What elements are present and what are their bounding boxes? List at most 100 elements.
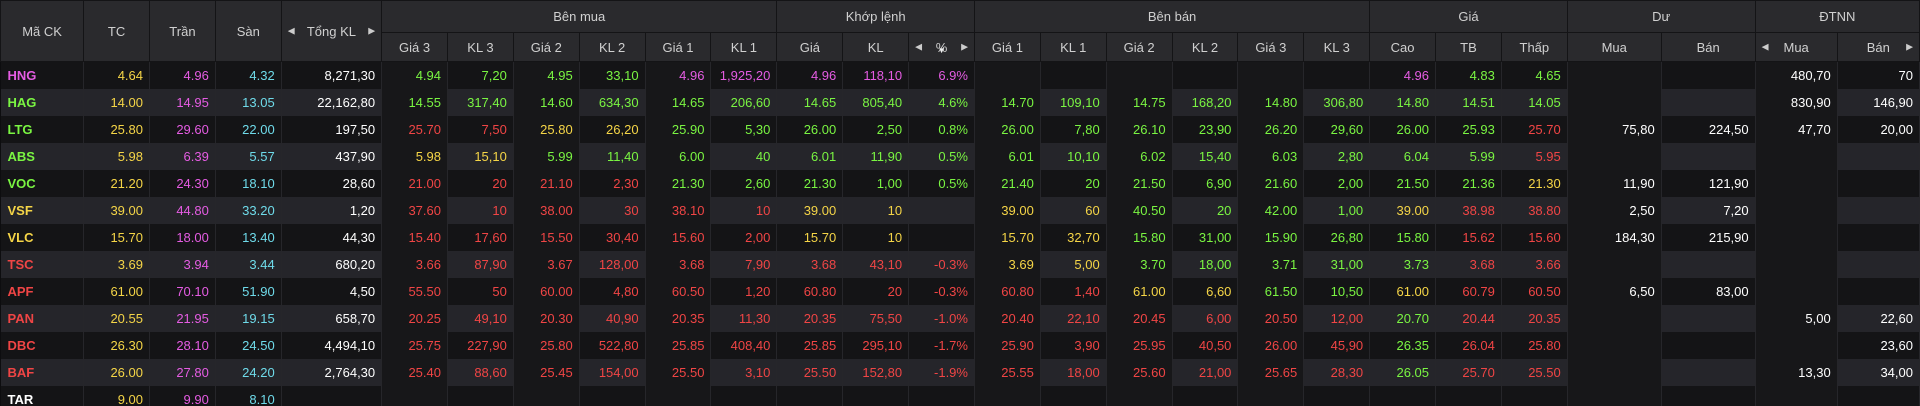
cell-match-price: 4.96 bbox=[776, 61, 844, 89]
col-header-ceiling[interactable]: Trần bbox=[149, 0, 216, 62]
col-header-total-volume[interactable]: ◀ Tổng KL ▶ bbox=[280, 0, 383, 62]
cell-symbol[interactable]: TAR bbox=[0, 385, 85, 406]
cell-ceiling: 29.60 bbox=[149, 115, 216, 143]
col-header-ref[interactable]: TC bbox=[83, 0, 150, 62]
cell-foreign-buy bbox=[1755, 223, 1838, 251]
cell-ref: 3.69 bbox=[83, 250, 150, 278]
table-row[interactable]: TAR 9.00 9.90 8.10 bbox=[0, 385, 1920, 406]
col-header-buy-vol-3[interactable]: KL 3 bbox=[447, 32, 514, 62]
foreign-left-icon[interactable]: ◀ bbox=[1761, 41, 1769, 52]
table-row[interactable]: ABS 5.98 6.39 5.57 437,90 5.98 15,10 5.99 11,40 6… bbox=[0, 142, 1920, 170]
cell-match-change: -1.0% bbox=[908, 304, 975, 332]
cell-low: 60.50 bbox=[1501, 277, 1568, 305]
cell-sell-vol-3: 26,80 bbox=[1303, 223, 1371, 251]
cell-buy-vol-1: 1,925,20 bbox=[710, 61, 778, 89]
cell-match-vol: 152,80 bbox=[842, 358, 910, 386]
cell-buy-vol-2: 11,40 bbox=[579, 142, 646, 170]
col-header-average[interactable]: TB bbox=[1435, 32, 1502, 62]
col-header-total-volume-label: Tổng KL bbox=[306, 23, 356, 39]
col-header-sell-price-2[interactable]: Giá 2 bbox=[1105, 32, 1173, 62]
col-header-match-vol[interactable]: KL bbox=[842, 32, 910, 62]
table-row[interactable]: HNG 4.64 4.96 4.32 8,271,30 4.94 7,20 4.95 33,10… bbox=[0, 61, 1920, 89]
col-header-buy-price-3[interactable]: Giá 3 bbox=[381, 32, 448, 62]
col-header-buy-vol-1[interactable]: KL 1 bbox=[710, 32, 778, 62]
cell-symbol[interactable]: VOC bbox=[0, 169, 85, 197]
cell-buy-price-3: 4.94 bbox=[381, 61, 448, 89]
cell-symbol[interactable]: DBC bbox=[0, 331, 85, 359]
cell-buy-price-3: 21.00 bbox=[381, 169, 448, 197]
cell-ceiling: 28.10 bbox=[149, 331, 216, 359]
cell-match-vol bbox=[842, 385, 910, 406]
col-header-floor[interactable]: Sàn bbox=[214, 0, 282, 62]
cell-symbol[interactable]: LTG bbox=[0, 115, 85, 143]
table-row[interactable]: TSC 3.69 3.94 3.44 680,20 3.66 87,90 3.67 128,00… bbox=[0, 250, 1920, 278]
cell-ceiling: 6.39 bbox=[149, 142, 216, 170]
col-header-remain-buy[interactable]: Mua bbox=[1566, 32, 1662, 62]
cell-high: 15.80 bbox=[1369, 223, 1437, 251]
col-header-match-change[interactable]: ◀ % ▼ ▶ bbox=[908, 32, 975, 62]
toggle-right-icon[interactable]: ▶ bbox=[961, 41, 968, 52]
cell-symbol[interactable]: HNG bbox=[0, 61, 85, 89]
cell-sell-vol-2: 6,60 bbox=[1172, 277, 1239, 305]
cell-foreign-sell bbox=[1837, 223, 1920, 251]
cell-symbol[interactable]: BAF bbox=[0, 358, 85, 386]
col-header-foreign-sell[interactable]: Bán ▶ bbox=[1836, 32, 1920, 62]
cell-sell-price-3: 3.71 bbox=[1237, 250, 1305, 278]
col-header-sell-vol-3[interactable]: KL 3 bbox=[1303, 32, 1371, 62]
cell-symbol[interactable]: HAG bbox=[0, 88, 85, 116]
foreign-right-icon[interactable]: ▶ bbox=[1906, 41, 1913, 52]
table-row[interactable]: HAG 14.00 14.95 13.05 22,162,80 14.55 317,40 14… bbox=[0, 88, 1920, 116]
cell-average: 25.93 bbox=[1435, 115, 1502, 143]
table-row[interactable]: VSF 39.00 44.80 33.20 1,20 37.60 10 38.00 30 38.1… bbox=[0, 196, 1920, 224]
cell-buy-vol-2: 634,30 bbox=[579, 88, 646, 116]
col-header-buy-price-2[interactable]: Giá 2 bbox=[512, 32, 580, 62]
table-row[interactable]: BAF 26.00 27.80 24.20 2,764,30 25.40 88,60 25.4… bbox=[0, 358, 1920, 386]
col-header-foreign-buy-label: Mua bbox=[1783, 39, 1809, 55]
col-header-symbol[interactable]: Mã CK bbox=[0, 0, 85, 62]
cell-symbol[interactable]: VLC bbox=[0, 223, 85, 251]
cell-match-vol: 20 bbox=[842, 277, 910, 305]
cell-foreign-buy bbox=[1755, 385, 1838, 406]
col-header-sell-vol-2[interactable]: KL 2 bbox=[1171, 32, 1239, 62]
cell-symbol[interactable]: TSC bbox=[0, 250, 85, 278]
cell-symbol[interactable]: APF bbox=[0, 277, 85, 305]
col-header-foreign-sell-label: Bán bbox=[1866, 39, 1890, 55]
cell-sell-price-2: 14.75 bbox=[1106, 88, 1173, 116]
cell-symbol[interactable]: ABS bbox=[0, 142, 85, 170]
cell-average: 60.79 bbox=[1435, 277, 1502, 305]
cell-foreign-buy bbox=[1755, 196, 1838, 224]
cell-sell-price-3: 26.20 bbox=[1237, 115, 1305, 143]
scroll-left-icon[interactable]: ◀ bbox=[287, 25, 295, 36]
cell-sell-price-3: 61.50 bbox=[1237, 277, 1305, 305]
table-row[interactable]: DBC 26.30 28.10 24.50 4,494,10 25.75 227,90 25.… bbox=[0, 331, 1920, 359]
cell-average: 14.51 bbox=[1435, 88, 1502, 116]
col-header-sell-price-3[interactable]: Giá 3 bbox=[1237, 32, 1305, 62]
col-header-buy-vol-2[interactable]: KL 2 bbox=[578, 32, 646, 62]
table-row[interactable]: LTG 25.80 29.60 22.00 197,50 25.70 7,50 25.80 26… bbox=[0, 115, 1920, 143]
cell-symbol[interactable]: PAN bbox=[0, 304, 85, 332]
scroll-right-icon[interactable]: ▶ bbox=[368, 25, 376, 36]
cell-remain-sell bbox=[1661, 61, 1756, 89]
col-header-foreign-buy[interactable]: ◀ Mua bbox=[1754, 32, 1838, 62]
cell-buy-price-3: 25.70 bbox=[381, 115, 448, 143]
col-header-high[interactable]: Cao bbox=[1369, 32, 1437, 62]
table-row[interactable]: PAN 20.55 21.95 19.15 658,70 20.25 49,10 20.30 4… bbox=[0, 304, 1920, 332]
cell-remain-sell: 7,20 bbox=[1661, 196, 1756, 224]
col-header-low[interactable]: Thấp bbox=[1500, 32, 1568, 62]
col-header-sell-vol-1[interactable]: KL 1 bbox=[1039, 32, 1107, 62]
cell-symbol[interactable]: VSF bbox=[0, 196, 85, 224]
col-header-sell-price-1[interactable]: Giá 1 bbox=[973, 32, 1041, 62]
cell-sell-vol-1: 1,40 bbox=[1040, 277, 1107, 305]
cell-buy-price-1: 25.50 bbox=[645, 358, 712, 386]
col-header-remain-sell[interactable]: Bán bbox=[1660, 32, 1756, 62]
cell-match-price: 25.50 bbox=[776, 358, 844, 386]
col-header-match-price[interactable]: Giá bbox=[776, 32, 844, 62]
cell-ref: 9.00 bbox=[83, 385, 150, 406]
toggle-left-icon[interactable]: ◀ bbox=[915, 41, 923, 52]
col-header-buy-price-1[interactable]: Giá 1 bbox=[644, 32, 712, 62]
sort-desc-icon: ▼ bbox=[937, 46, 946, 55]
cell-sell-price-3: 26.00 bbox=[1237, 331, 1305, 359]
table-row[interactable]: VOC 21.20 24.30 18.10 28,60 21.00 20 21.10 2,30 2… bbox=[0, 169, 1920, 197]
table-row[interactable]: VLC 15.70 18.00 13.40 44,30 15.40 17,60 15.50 30… bbox=[0, 223, 1920, 251]
table-row[interactable]: APF 61.00 70.10 51.90 4,50 55.50 50 60.00 4,80 60… bbox=[0, 277, 1920, 305]
